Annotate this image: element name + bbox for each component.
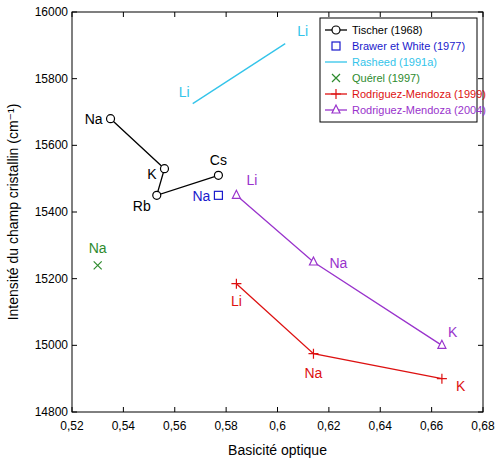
legend-entry: Rasheed (1991a) [352, 56, 437, 68]
y-tick [478, 78, 483, 79]
data-point [153, 191, 161, 199]
x-tick [72, 407, 73, 412]
x-tick-label: 0,66 [420, 419, 444, 433]
x-tick [431, 12, 432, 17]
x-tick-label: 0,58 [214, 419, 238, 433]
x-tick [277, 12, 278, 17]
y-tick-label: 15600 [35, 138, 69, 152]
point-label: Li [179, 84, 190, 100]
x-tick [123, 12, 124, 17]
point-label: Cs [210, 152, 227, 168]
point-labels: Na K Rb Cs Na Li Li Na Li Na K Li Na K [85, 23, 466, 394]
legend-entry: Rodriguez-Mendoza (2004) [352, 104, 486, 116]
data-point [232, 190, 240, 198]
point-label: Rb [133, 198, 151, 214]
series-line [111, 119, 219, 196]
x-tick [226, 12, 227, 17]
data-point [160, 165, 168, 173]
x-tick-label: 0,54 [112, 419, 136, 433]
plot-frame [72, 12, 483, 412]
x-tick [328, 12, 329, 17]
x-tick [483, 407, 484, 412]
legend-entry: Brawer et White (1977) [352, 40, 465, 52]
y-tick-label: 15000 [35, 338, 69, 352]
y-tick [72, 212, 77, 213]
y-tick [72, 145, 77, 146]
point-label: K [456, 378, 466, 394]
y-axis-label: Intensité du champ cristallin (cm⁻¹) [5, 104, 21, 321]
y-tick [478, 145, 483, 146]
y-tick [72, 278, 77, 279]
x-tick-label: 0,62 [317, 419, 341, 433]
point-label: Li [231, 293, 242, 309]
chart: 0,52 0,54 0,56 0,58 0,6 0,62 0,64 0,66 0,68 14800… [0, 0, 495, 469]
data-point [94, 261, 102, 269]
data-point [437, 374, 447, 384]
x-tick [380, 407, 381, 412]
series-line [193, 44, 285, 104]
legend-marker [332, 26, 340, 34]
data-point [309, 257, 317, 265]
point-label: K [147, 166, 157, 182]
legend-marker [332, 42, 340, 50]
data-point [231, 279, 241, 289]
data-point [214, 171, 222, 179]
y-tick [478, 412, 483, 413]
point-label: Li [297, 23, 308, 39]
y-tick [72, 345, 77, 346]
series-line [236, 284, 442, 379]
legend-entry: Rodriguez-Mendoza (1999) [352, 88, 486, 100]
point-label: Na [329, 255, 347, 271]
x-tick-label: 0,68 [471, 419, 495, 433]
x-tick [483, 12, 484, 17]
legend-marker [332, 74, 340, 82]
y-tick-label: 14800 [35, 405, 69, 419]
legend: Tischer (1968) Brawer et White (1977) Rash… [320, 18, 486, 122]
x-tick-label: 0,64 [369, 419, 393, 433]
x-tick [226, 407, 227, 412]
legend-entry: Quérel (1997) [352, 72, 420, 84]
legend-entry: Tischer (1968) [352, 24, 423, 36]
y-tick [478, 212, 483, 213]
y-tick-label: 15800 [35, 72, 69, 86]
y-tick-label: 16000 [35, 5, 69, 19]
point-label: Li [246, 172, 257, 188]
y-tick [478, 12, 483, 13]
x-tick [380, 12, 381, 17]
x-tick [72, 12, 73, 17]
legend-line [325, 61, 347, 62]
point-label: Na [85, 111, 103, 127]
x-tick [174, 407, 175, 412]
y-tick [72, 412, 77, 413]
y-tick-label: 15200 [35, 272, 69, 286]
series-line [236, 195, 442, 345]
legend-marker [332, 105, 340, 113]
y-tick [478, 345, 483, 346]
y-tick [478, 278, 483, 279]
point-label: Na [193, 188, 211, 204]
y-tick [72, 12, 77, 13]
x-tick [174, 12, 175, 17]
x-tick [328, 407, 329, 412]
data-point [107, 115, 115, 123]
data-point [308, 349, 318, 359]
data-point [214, 191, 222, 199]
x-tick-label: 0,56 [163, 419, 187, 433]
legend-marker [331, 89, 341, 99]
x-tick [123, 407, 124, 412]
x-tick [431, 407, 432, 412]
x-axis-label: Basicité optique [228, 442, 327, 458]
x-tick-label: 0,52 [60, 419, 84, 433]
x-tick [277, 407, 278, 412]
point-label: Na [305, 365, 323, 381]
x-tick-label: 0,6 [269, 419, 286, 433]
y-tick [72, 78, 77, 79]
point-label: K [448, 324, 458, 340]
point-label: Na [89, 240, 107, 256]
y-tick-label: 15400 [35, 205, 69, 219]
data-point [438, 340, 446, 348]
